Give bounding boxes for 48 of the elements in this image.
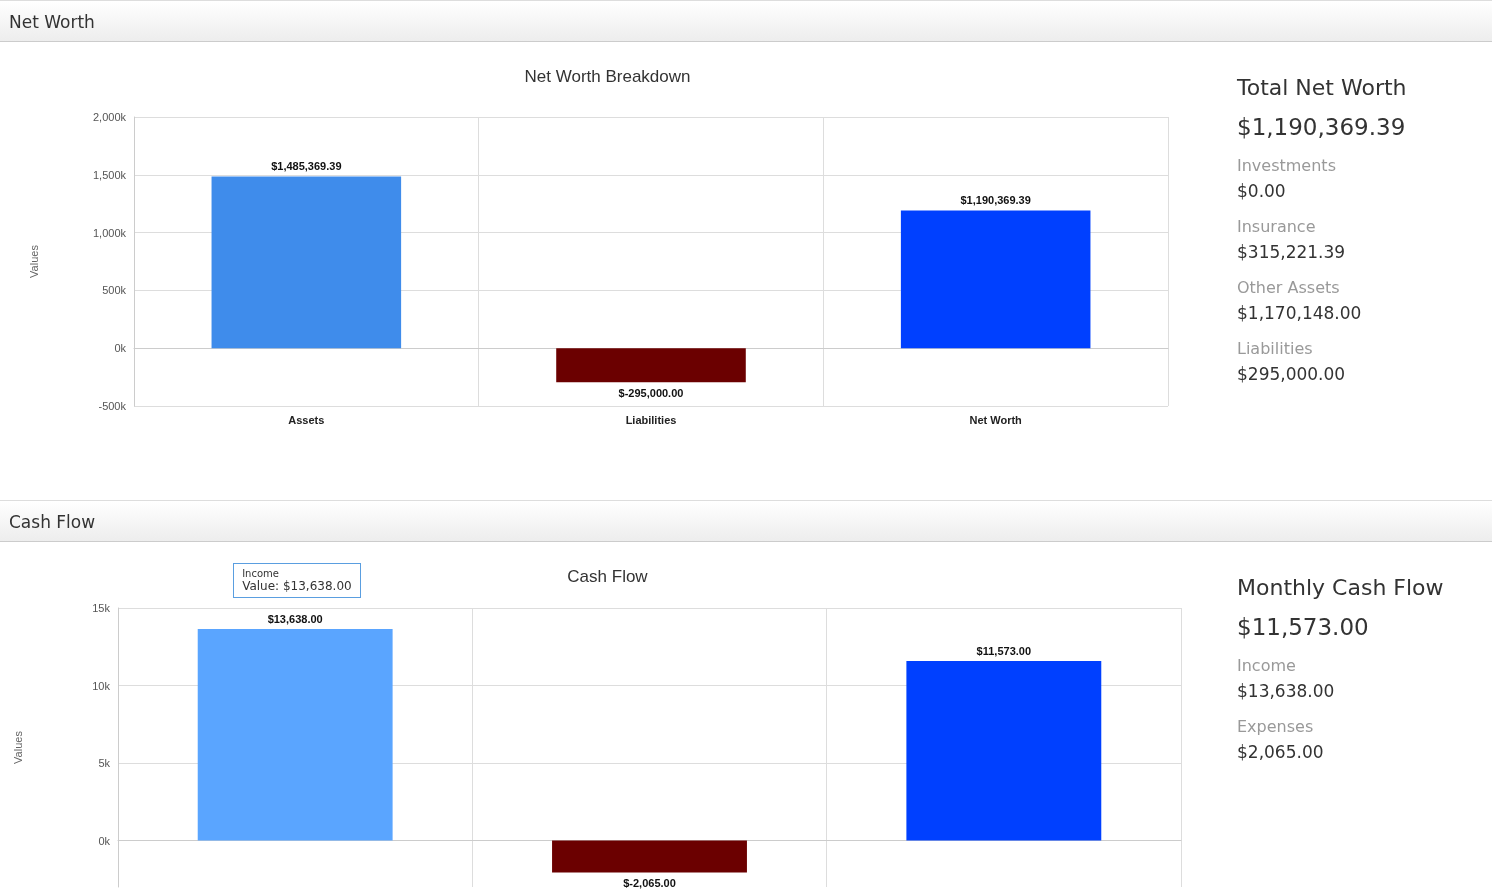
text: Other Assets xyxy=(1237,278,1341,297)
data-label: $-2,065.00 xyxy=(623,877,676,890)
data-label: $1,190,369.39 xyxy=(960,194,1031,207)
x-tick-label: Net Worth xyxy=(969,413,1023,426)
x-tick-label: Assets xyxy=(288,413,325,426)
data-label: $13,638.00 xyxy=(267,612,323,625)
y-tick-label: 500k xyxy=(102,284,127,297)
data-label: $11,573.00 xyxy=(976,644,1032,657)
text: $13,638.00 xyxy=(1237,681,1336,701)
y-tick-label: 5k xyxy=(98,757,111,769)
text: Net Worth xyxy=(0,0,1492,42)
bar xyxy=(211,176,402,349)
y-tick-label: 10k xyxy=(92,679,111,692)
text: $1,170,148.00 xyxy=(1237,303,1363,323)
text: Investments xyxy=(1237,156,1337,175)
text: Expenses xyxy=(1237,717,1315,736)
y-axis-title: Values xyxy=(11,730,24,764)
y-tick-label: 1,500k xyxy=(92,168,127,181)
text: $0.00 xyxy=(1237,181,1287,201)
y-tick-label: 1,000k xyxy=(92,226,127,239)
text: $2,065.00 xyxy=(1237,742,1325,762)
x-tick-label: Liabilities xyxy=(625,413,677,426)
y-tick-label: 2,000k xyxy=(92,111,127,123)
text: $1,190,369.39 xyxy=(1237,114,1407,140)
y-tick-label: 0k xyxy=(114,342,127,355)
text: Insurance xyxy=(1237,217,1317,236)
data-label: $-295,000.00 xyxy=(618,386,684,399)
tooltip-box: Income Value: $13,638.00 xyxy=(233,563,361,599)
text: Total Net Worth xyxy=(1237,75,1408,100)
data-label: $1,485,369.39 xyxy=(271,159,342,172)
text: Liabilities xyxy=(1237,339,1314,358)
y-tick-label: -500k xyxy=(98,400,127,412)
text: $315,221.39 xyxy=(1237,242,1347,262)
chart-title: Cash Flow xyxy=(567,567,649,586)
text: Income xyxy=(1237,656,1297,675)
bar xyxy=(556,348,746,383)
bar xyxy=(906,661,1102,841)
text: $11,573.00 xyxy=(1237,614,1370,640)
bar xyxy=(552,840,747,873)
bar xyxy=(197,629,393,841)
bar xyxy=(900,210,1091,349)
y-tick-label: 15k xyxy=(92,602,111,614)
text: Monthly Cash Flow xyxy=(1237,575,1445,600)
chart-title: Net Worth Breakdown xyxy=(524,67,691,86)
text: Cash Flow xyxy=(0,500,1492,542)
text: $295,000.00 xyxy=(1237,364,1347,384)
y-tick-label: 0k xyxy=(98,834,111,847)
y-axis-title: Values xyxy=(27,244,40,278)
